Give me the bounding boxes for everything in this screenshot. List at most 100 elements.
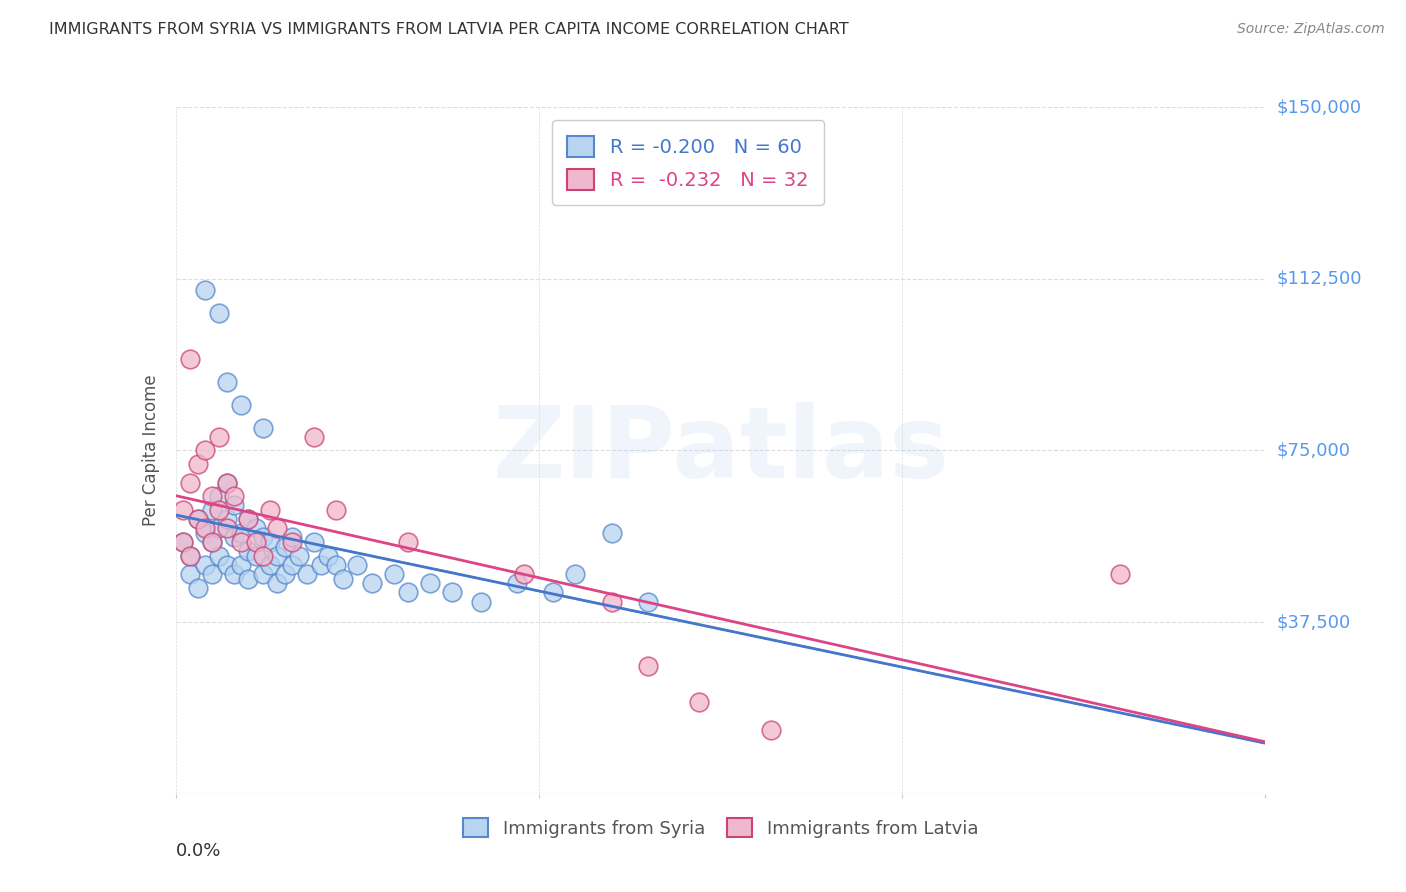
Point — [266, 576, 288, 591]
Point — [637, 594, 659, 608]
Text: 0.0%: 0.0% — [176, 842, 221, 860]
Point — [396, 535, 419, 549]
Point — [222, 499, 245, 513]
Point — [208, 306, 231, 320]
Text: $112,500: $112,500 — [1277, 269, 1362, 288]
Point — [318, 549, 340, 563]
Point — [194, 521, 217, 535]
Point — [186, 457, 209, 471]
Point — [600, 594, 623, 608]
Point — [194, 558, 217, 572]
Point — [259, 503, 281, 517]
Point — [179, 549, 201, 563]
Point — [252, 531, 274, 545]
Point — [186, 512, 209, 526]
Point — [194, 525, 217, 540]
Point — [252, 420, 274, 434]
Point — [1109, 567, 1132, 582]
Point — [637, 658, 659, 673]
Point — [266, 549, 288, 563]
Point — [231, 558, 253, 572]
Point — [259, 558, 281, 572]
Point — [274, 540, 297, 554]
Text: $37,500: $37,500 — [1277, 613, 1351, 632]
Point — [274, 567, 297, 582]
Point — [309, 558, 332, 572]
Point — [172, 535, 194, 549]
Point — [179, 351, 201, 366]
Point — [470, 594, 492, 608]
Text: IMMIGRANTS FROM SYRIA VS IMMIGRANTS FROM LATVIA PER CAPITA INCOME CORRELATION CH: IMMIGRANTS FROM SYRIA VS IMMIGRANTS FROM… — [49, 22, 849, 37]
Point — [325, 558, 347, 572]
Text: $150,000: $150,000 — [1277, 98, 1361, 116]
Point — [231, 535, 253, 549]
Point — [325, 503, 347, 517]
Point — [186, 512, 209, 526]
Point — [215, 512, 238, 526]
Point — [266, 521, 288, 535]
Point — [295, 567, 318, 582]
Point — [506, 576, 529, 591]
Point — [215, 475, 238, 490]
Point — [194, 283, 217, 297]
Point — [281, 535, 304, 549]
Point — [172, 503, 194, 517]
Text: Source: ZipAtlas.com: Source: ZipAtlas.com — [1237, 22, 1385, 37]
Point — [245, 535, 267, 549]
Point — [396, 585, 419, 599]
Point — [201, 567, 224, 582]
Point — [238, 572, 260, 586]
Point — [288, 549, 311, 563]
Point — [179, 475, 201, 490]
Point — [761, 723, 783, 737]
Point — [252, 549, 274, 563]
Y-axis label: Per Capita Income: Per Capita Income — [142, 375, 160, 526]
Point — [215, 375, 238, 389]
Point — [360, 576, 382, 591]
Point — [238, 512, 260, 526]
Point — [222, 531, 245, 545]
Point — [332, 572, 354, 586]
Point — [201, 489, 224, 503]
Point — [179, 549, 201, 563]
Point — [245, 521, 267, 535]
Point — [252, 567, 274, 582]
Point — [346, 558, 368, 572]
Point — [194, 443, 217, 458]
Point — [215, 558, 238, 572]
Point — [208, 503, 231, 517]
Point — [281, 531, 304, 545]
Point — [564, 567, 586, 582]
Point — [222, 567, 245, 582]
Text: ZIPatlas: ZIPatlas — [492, 402, 949, 499]
Point — [222, 489, 245, 503]
Point — [302, 535, 325, 549]
Point — [600, 525, 623, 540]
Point — [208, 549, 231, 563]
Point — [201, 535, 224, 549]
Point — [208, 521, 231, 535]
Point — [215, 521, 238, 535]
Point — [543, 585, 565, 599]
Legend: Immigrants from Syria, Immigrants from Latvia: Immigrants from Syria, Immigrants from L… — [454, 809, 987, 847]
Point — [245, 549, 267, 563]
Point — [201, 503, 224, 517]
Point — [186, 581, 209, 595]
Point — [440, 585, 463, 599]
Point — [259, 535, 281, 549]
Point — [238, 512, 260, 526]
Text: $75,000: $75,000 — [1277, 442, 1351, 459]
Point — [382, 567, 405, 582]
Point — [231, 398, 253, 412]
Point — [238, 544, 260, 558]
Point — [201, 535, 224, 549]
Point — [281, 558, 304, 572]
Point — [231, 525, 253, 540]
Point — [172, 535, 194, 549]
Point — [688, 695, 710, 709]
Point — [215, 475, 238, 490]
Point — [208, 489, 231, 503]
Point — [179, 567, 201, 582]
Point — [513, 567, 536, 582]
Point — [419, 576, 441, 591]
